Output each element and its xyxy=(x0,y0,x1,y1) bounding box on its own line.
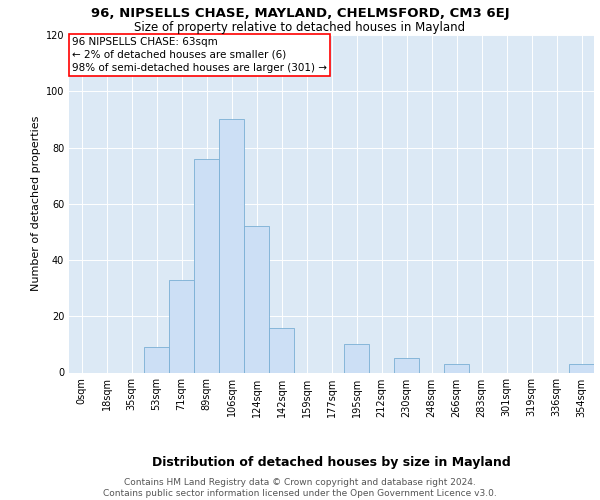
Bar xyxy=(269,328,294,372)
Text: Size of property relative to detached houses in Mayland: Size of property relative to detached ho… xyxy=(134,21,466,34)
Text: 96 NIPSELLS CHASE: 63sqm
← 2% of detached houses are smaller (6)
98% of semi-det: 96 NIPSELLS CHASE: 63sqm ← 2% of detache… xyxy=(71,36,326,73)
Bar xyxy=(194,159,219,372)
Bar xyxy=(394,358,419,372)
Bar xyxy=(569,364,594,372)
Bar xyxy=(144,347,169,372)
Y-axis label: Number of detached properties: Number of detached properties xyxy=(31,116,41,292)
Bar xyxy=(244,226,269,372)
Bar xyxy=(444,364,469,372)
Bar xyxy=(169,280,194,372)
Bar xyxy=(219,120,244,372)
Bar xyxy=(344,344,369,372)
X-axis label: Distribution of detached houses by size in Mayland: Distribution of detached houses by size … xyxy=(152,456,511,468)
Text: 96, NIPSELLS CHASE, MAYLAND, CHELMSFORD, CM3 6EJ: 96, NIPSELLS CHASE, MAYLAND, CHELMSFORD,… xyxy=(91,8,509,20)
Text: Contains HM Land Registry data © Crown copyright and database right 2024.
Contai: Contains HM Land Registry data © Crown c… xyxy=(103,478,497,498)
